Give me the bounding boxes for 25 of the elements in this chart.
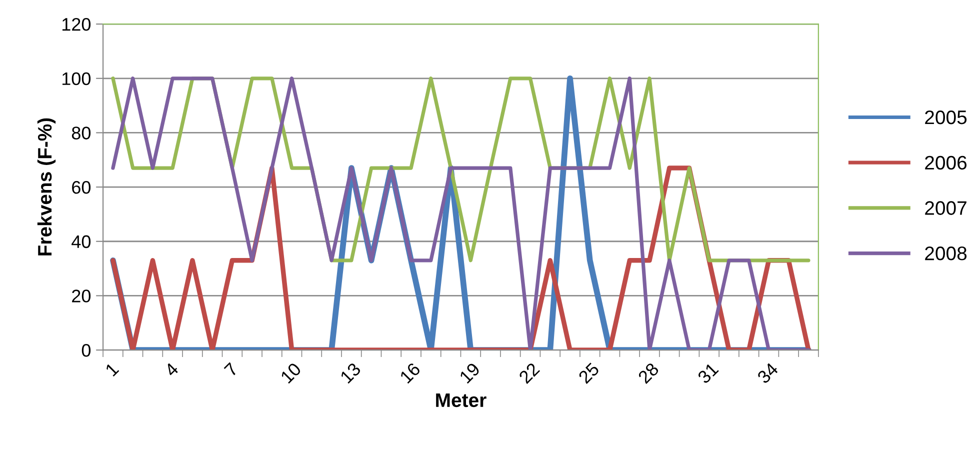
x-tick-label: 28 — [637, 362, 660, 384]
y-tick-label: 0 — [82, 344, 91, 357]
x-tick-label: 7 — [224, 362, 238, 377]
x-tick-label: 1 — [104, 362, 120, 377]
x-tick-label: 13 — [340, 362, 362, 384]
y-tick-label: 80 — [72, 126, 91, 140]
x-tick-label: 16 — [399, 362, 422, 384]
x-tick-label: 34 — [756, 362, 779, 384]
legend-label: 2005 — [925, 110, 967, 124]
legend-label: 2006 — [925, 156, 967, 170]
y-tick-label: 100 — [62, 72, 91, 86]
y-axis-title: Frekvens (F-%) — [37, 118, 56, 256]
x-tick-label: 10 — [280, 362, 302, 384]
y-tick-label: 60 — [72, 180, 91, 194]
y-tick-label: 120 — [62, 18, 91, 31]
legend-label: 2008 — [925, 246, 967, 260]
y-tick-label: 40 — [72, 235, 91, 248]
legend-label: 2007 — [925, 201, 966, 215]
y-tick-label: 20 — [72, 290, 91, 302]
x-tick-label: 25 — [578, 362, 600, 384]
x-tick-label: 22 — [518, 362, 540, 384]
x-tick-label: 31 — [696, 362, 720, 384]
x-axis-title: Meter — [436, 394, 486, 408]
x-tick-label: 4 — [164, 362, 180, 378]
x-tick-label: 19 — [458, 362, 481, 384]
